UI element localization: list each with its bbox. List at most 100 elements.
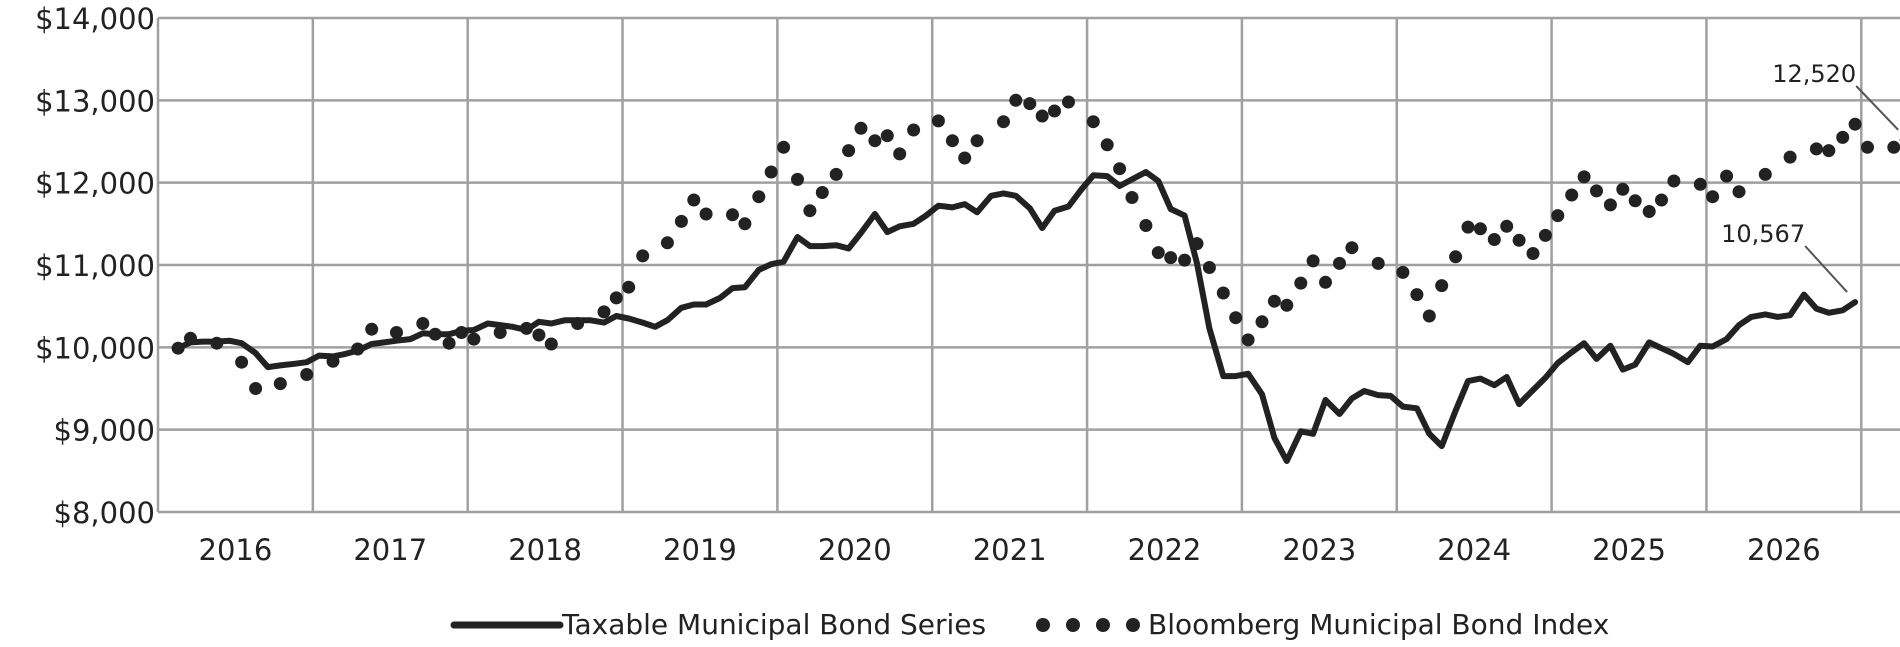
data-point-bloomberg-municipal-bond-index [1616, 182, 1630, 196]
x-tick-label: 2019 [663, 533, 737, 567]
data-point-bloomberg-municipal-bond-index [1642, 205, 1656, 218]
data-point-bloomberg-municipal-bond-index [699, 207, 713, 221]
data-point-bloomberg-municipal-bond-index [1435, 279, 1449, 293]
data-point-bloomberg-municipal-bond-index [1139, 219, 1153, 232]
data-point-bloomberg-municipal-bond-index [1809, 142, 1823, 156]
annotation-leader-line [1855, 85, 1899, 131]
x-tick-label: 2025 [1592, 533, 1666, 567]
legend-dot [1126, 618, 1140, 632]
data-point-bloomberg-municipal-bond-index [815, 186, 829, 199]
data-point-bloomberg-municipal-bond-index [880, 129, 894, 143]
data-point-bloomberg-municipal-bond-index [532, 328, 546, 342]
data-point-bloomberg-municipal-bond-index [1319, 275, 1332, 289]
data-point-bloomberg-municipal-bond-index [171, 341, 185, 355]
data-point-bloomberg-municipal-bond-index [726, 208, 739, 222]
data-point-bloomberg-municipal-bond-index [829, 167, 843, 181]
data-point-bloomberg-municipal-bond-index [970, 134, 984, 148]
data-point-bloomberg-municipal-bond-index [1861, 140, 1874, 154]
data-point-bloomberg-municipal-bond-index [571, 317, 585, 330]
y-tick-label: $10,000 [35, 331, 155, 365]
x-tick-label: 2026 [1747, 533, 1821, 567]
data-point-bloomberg-municipal-bond-index [1216, 286, 1230, 300]
data-point-bloomberg-municipal-bond-index [1422, 309, 1436, 323]
data-point-bloomberg-municipal-bond-index [1280, 298, 1294, 312]
data-point-bloomberg-municipal-bond-index [493, 326, 507, 339]
series-layer [171, 93, 1900, 464]
data-point-bloomberg-municipal-bond-index [467, 332, 481, 346]
data-point-bloomberg-municipal-bond-index [1590, 184, 1603, 198]
data-point-bloomberg-municipal-bond-index [1229, 311, 1243, 325]
data-point-bloomberg-municipal-bond-index [273, 377, 287, 391]
data-point-bloomberg-municipal-bond-index [1500, 219, 1514, 233]
data-point-bloomberg-municipal-bond-index [997, 115, 1010, 129]
data-point-bloomberg-municipal-bond-index [764, 165, 778, 179]
data-point-bloomberg-municipal-bond-index [738, 217, 752, 231]
data-point-bloomberg-municipal-bond-index [660, 236, 674, 250]
x-tick-label: 2017 [353, 533, 427, 567]
data-point-bloomberg-municipal-bond-index [1526, 247, 1540, 260]
data-point-bloomberg-municipal-bond-index [235, 355, 249, 369]
data-point-bloomberg-municipal-bond-index [1023, 97, 1037, 111]
data-point-bloomberg-municipal-bond-index [1693, 177, 1707, 191]
y-tick-label: $14,000 [35, 2, 155, 36]
data-point-bloomberg-municipal-bond-index [1062, 95, 1075, 109]
y-axis-tick-labels: $8,000 $9,000 $10,000 $11,000 $12,000 $13,000… [35, 2, 155, 530]
data-point-bloomberg-municipal-bond-index [1048, 104, 1061, 118]
data-point-bloomberg-municipal-bond-index [1628, 194, 1642, 208]
data-point-bloomberg-municipal-bond-index [1151, 246, 1165, 260]
legend-dot [1096, 618, 1110, 632]
data-point-bloomberg-municipal-bond-index [1720, 169, 1734, 183]
data-point-bloomberg-municipal-bond-index [1473, 222, 1487, 236]
data-point-bloomberg-municipal-bond-index [958, 151, 972, 165]
data-point-bloomberg-municipal-bond-index [351, 342, 365, 356]
data-point-bloomberg-municipal-bond-index [1009, 93, 1023, 107]
data-point-bloomberg-municipal-bond-index [249, 382, 263, 395]
data-point-bloomberg-municipal-bond-index [184, 331, 197, 345]
data-point-bloomberg-municipal-bond-index [1449, 250, 1463, 264]
data-point-bloomberg-municipal-bond-index [1461, 220, 1475, 234]
annotation-end-value-taxable: 10,567 [1721, 220, 1805, 248]
data-point-bloomberg-municipal-bond-index [752, 190, 766, 204]
data-point-bloomberg-municipal-bond-index [1267, 294, 1281, 308]
x-tick-label: 2020 [818, 533, 892, 567]
data-point-bloomberg-municipal-bond-index [1706, 190, 1720, 204]
data-point-bloomberg-municipal-bond-index [674, 214, 688, 228]
legend-swatch-dots [1036, 618, 1140, 632]
data-point-bloomberg-municipal-bond-index [442, 336, 456, 350]
x-tick-label: 2024 [1437, 533, 1511, 567]
data-point-bloomberg-municipal-bond-index [1887, 140, 1900, 154]
data-point-bloomberg-municipal-bond-index [428, 327, 442, 341]
y-tick-label: $11,000 [35, 249, 155, 283]
data-point-bloomberg-municipal-bond-index [1783, 150, 1797, 164]
data-point-bloomberg-municipal-bond-index [1333, 256, 1346, 270]
legend-label-bloomberg-municipal-bond-index: Bloomberg Municipal Bond Index [1148, 608, 1609, 641]
data-point-bloomberg-municipal-bond-index [1255, 315, 1269, 329]
data-point-bloomberg-municipal-bond-index [1035, 109, 1049, 123]
x-tick-label: 2016 [199, 533, 273, 567]
x-axis-tick-labels: 2016 2017 2018 2019 2020 2021 2022 2023 2024 2025… [199, 533, 1821, 567]
data-point-bloomberg-municipal-bond-index [1836, 130, 1850, 144]
x-tick-label: 2018 [508, 533, 582, 567]
annotation-leader-line [1804, 245, 1848, 293]
data-point-bloomberg-municipal-bond-index [1178, 253, 1192, 267]
data-point-bloomberg-municipal-bond-index [1241, 333, 1255, 347]
data-point-bloomberg-municipal-bond-index [777, 140, 791, 154]
data-point-bloomberg-municipal-bond-index [1086, 115, 1100, 129]
data-point-bloomberg-municipal-bond-index [455, 326, 468, 339]
legend-label-taxable-municipal-bond-series: Taxable Municipal Bond Series [561, 608, 986, 641]
data-point-bloomberg-municipal-bond-index [1577, 170, 1591, 184]
data-point-bloomberg-municipal-bond-index [854, 121, 868, 135]
data-point-bloomberg-municipal-bond-index [390, 326, 403, 339]
data-point-bloomberg-municipal-bond-index [791, 172, 804, 186]
data-point-bloomberg-municipal-bond-index [1551, 209, 1565, 223]
data-point-bloomberg-municipal-bond-index [1306, 254, 1320, 268]
data-point-bloomberg-municipal-bond-index [1848, 117, 1862, 131]
legend-dot [1066, 618, 1080, 632]
y-tick-label: $12,000 [35, 167, 155, 201]
legend-dot [1036, 618, 1050, 632]
data-point-bloomberg-municipal-bond-index [210, 336, 224, 350]
data-point-bloomberg-municipal-bond-index [907, 123, 921, 137]
data-point-bloomberg-municipal-bond-index [868, 134, 882, 148]
